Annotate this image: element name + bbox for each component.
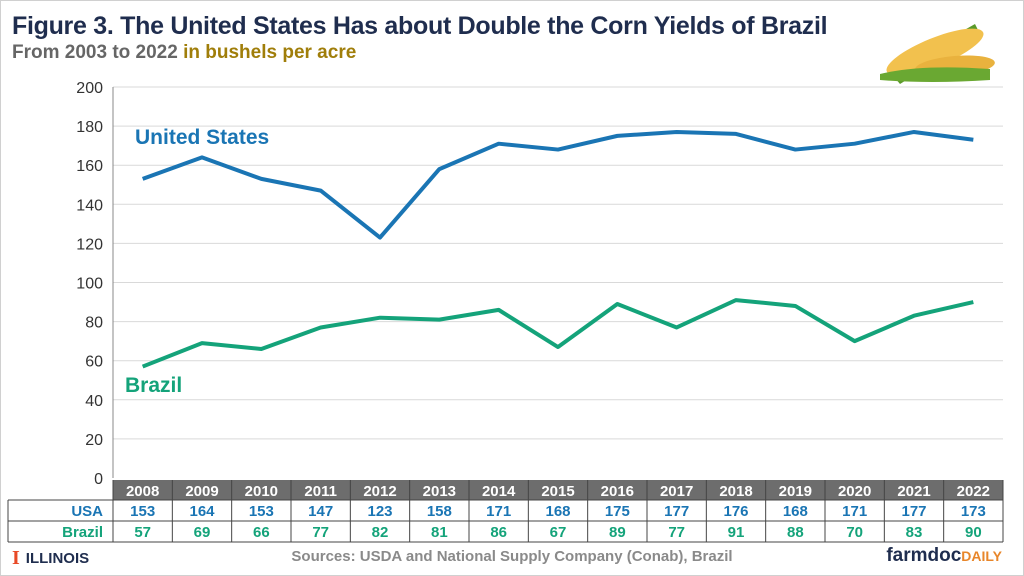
data-table-value: 173 (961, 503, 986, 520)
data-table-value: 171 (842, 503, 867, 520)
data-table-value: 77 (312, 524, 329, 541)
data-table-value: 83 (906, 524, 923, 541)
data-table-value: 86 (490, 524, 507, 541)
data-table-value: 175 (605, 503, 630, 520)
x-tick-label: 2014 (482, 483, 516, 500)
subtitle-unit: in bushels per acre (183, 42, 357, 63)
data-table-value: 177 (901, 503, 926, 520)
data-table-value: 177 (664, 503, 689, 520)
y-tick-label: 100 (76, 276, 103, 293)
x-tick-label: 2022 (957, 483, 990, 500)
data-table-value: 89 (609, 524, 626, 541)
x-tick-label: 2019 (779, 483, 812, 500)
illinois-block-i-icon: I (12, 547, 20, 569)
chart-title: Figure 3. The United States Has about Do… (12, 12, 828, 40)
data-table-value: 153 (249, 503, 274, 520)
x-tick-label: 2011 (304, 483, 337, 500)
y-tick-label: 60 (85, 354, 103, 371)
data-table-value: 168 (545, 503, 570, 520)
y-tick-label: 20 (85, 432, 103, 449)
illinois-logo: I ILLINOIS (12, 547, 89, 570)
data-table-value: 57 (134, 524, 151, 541)
data-table-value: 90 (965, 524, 982, 541)
data-table-value: 66 (253, 524, 270, 541)
data-table-value: 147 (308, 503, 333, 520)
data-table-value: 168 (783, 503, 808, 520)
series-label-brazil: Brazil (125, 374, 182, 397)
data-table-value: 69 (194, 524, 211, 541)
source-note: Sources: USDA and National Supply Compan… (291, 548, 733, 565)
data-table-value: 81 (431, 524, 448, 541)
data-table-value: 123 (367, 503, 392, 520)
subtitle-period: From 2003 to 2022 (12, 42, 178, 63)
x-tick-label: 2016 (601, 483, 634, 500)
table-row-label: USA (71, 503, 103, 520)
data-table-value: 88 (787, 524, 804, 541)
x-tick-label: 2008 (126, 483, 159, 500)
farmdoc-wordmark: farmdoc (886, 545, 962, 566)
data-table-value: 158 (427, 503, 452, 520)
data-table-value: 70 (846, 524, 863, 541)
x-tick-label: 2017 (660, 483, 693, 500)
x-tick-label: 2021 (897, 483, 930, 500)
farmdoc-daily-logo: farmdocDAILY (886, 545, 1002, 567)
data-table-value: 67 (550, 524, 567, 541)
series-label-united-states: United States (135, 126, 269, 149)
illinois-wordmark: ILLINOIS (25, 550, 90, 567)
y-tick-label: 120 (76, 236, 103, 253)
data-table-value: 77 (668, 524, 685, 541)
x-tick-label: 2015 (541, 483, 574, 500)
y-tick-label: 0 (94, 471, 103, 488)
x-tick-label: 2013 (423, 483, 456, 500)
x-tick-label: 2018 (719, 483, 752, 500)
data-table-value: 82 (372, 524, 389, 541)
data-table-value: 176 (723, 503, 748, 520)
y-tick-label: 140 (76, 197, 103, 214)
y-tick-label: 40 (85, 393, 103, 410)
data-table-value: 91 (728, 524, 745, 541)
y-tick-label: 200 (76, 80, 103, 97)
x-tick-label: 2009 (185, 483, 218, 500)
y-tick-label: 80 (85, 315, 103, 332)
x-tick-label: 2020 (838, 483, 871, 500)
data-table-value: 171 (486, 503, 511, 520)
series-line-usa (141, 129, 974, 240)
y-tick-label: 160 (76, 158, 103, 175)
y-tick-label: 180 (76, 119, 103, 136)
corn-image (880, 24, 995, 84)
table-row-label: Brazil (62, 524, 103, 541)
table-header-bg (113, 480, 1003, 500)
x-tick-label: 2012 (363, 483, 396, 500)
series-line-brazil (141, 298, 974, 369)
daily-wordmark: DAILY (961, 548, 1002, 564)
chart-subtitle: From 2003 to 2022 in bushels per acre (12, 42, 356, 64)
data-table-value: 153 (130, 503, 155, 520)
data-table-value: 164 (189, 503, 215, 520)
x-tick-label: 2010 (245, 483, 278, 500)
